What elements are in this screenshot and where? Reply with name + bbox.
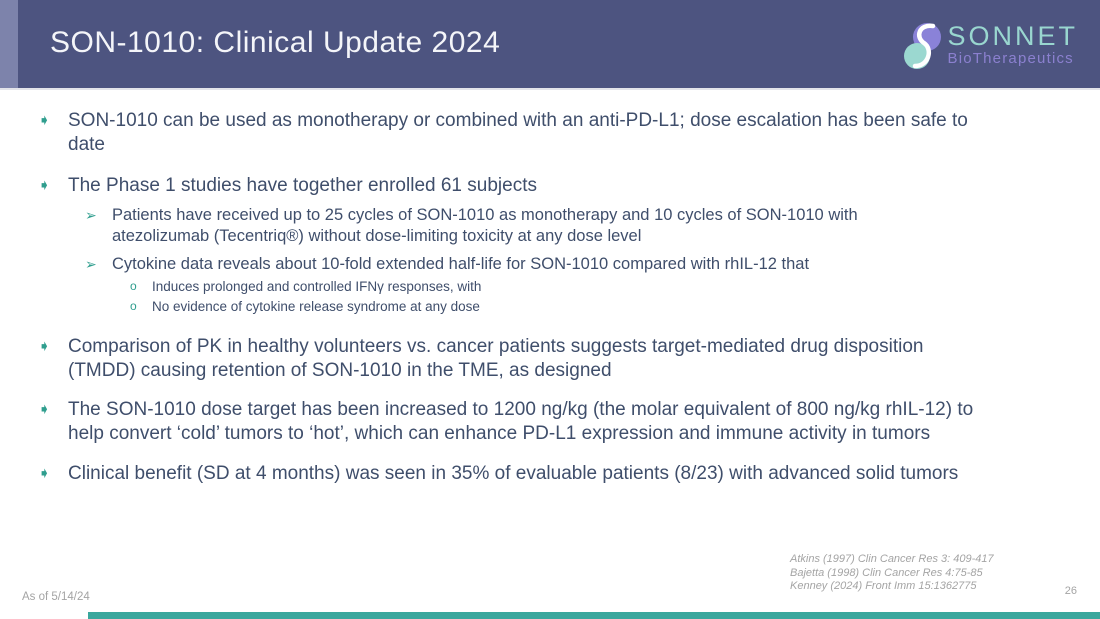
bullet-item: ➧ The SON-1010 dose target has been incr… xyxy=(38,398,1060,446)
chevron-bullet-icon: ➢ xyxy=(85,207,97,223)
arrow-bullet-icon: ➧ xyxy=(38,465,51,482)
bullet-text: No evidence of cytokine release syndrome… xyxy=(152,299,480,314)
bullet-item: ➧ The Phase 1 studies have together enro… xyxy=(38,174,1060,198)
chevron-bullet-icon: ➢ xyxy=(85,256,97,272)
sonnet-logo: SONNET BioTherapeutics xyxy=(903,22,1078,72)
circle-bullet-icon: o xyxy=(130,299,137,313)
header-accent-stripe xyxy=(0,0,18,88)
sub-bullet-item: ➢ Cytokine data reveals about 10-fold ex… xyxy=(85,254,1060,275)
arrow-bullet-icon: ➧ xyxy=(38,338,51,355)
bullet-text: The Phase 1 studies have together enroll… xyxy=(68,175,537,196)
slide-header: SON-1010: Clinical Update 2024 SONNET Bi… xyxy=(0,0,1100,90)
bullet-text: Patients have received up to 25 cycles o… xyxy=(112,206,858,245)
sub-sub-bullet-item: o No evidence of cytokine release syndro… xyxy=(130,297,1060,316)
slide-title: SON-1010: Clinical Update 2024 xyxy=(50,26,501,59)
reference-line: Atkins (1997) Clin Cancer Res 3: 409-417 xyxy=(790,553,994,565)
circle-bullet-icon: o xyxy=(130,279,137,293)
reference-line: Kenney (2024) Front Imm 15:1362775 xyxy=(790,580,977,592)
bullet-text: Induces prolonged and controlled IFNγ re… xyxy=(152,279,482,294)
references: Atkins (1997) Clin Cancer Res 3: 409-417… xyxy=(790,553,994,594)
sub-sub-bullet-item: o Induces prolonged and controlled IFNγ … xyxy=(130,277,1060,296)
bullet-item: ➧ SON-1010 can be used as monotherapy or… xyxy=(38,109,1060,157)
bullet-text: The SON-1010 dose target has been increa… xyxy=(68,399,974,444)
arrow-bullet-icon: ➧ xyxy=(38,401,51,418)
as-of-date: As of 5/14/24 xyxy=(22,591,90,603)
page-number: 26 xyxy=(1064,585,1077,597)
sonnet-logo-icon xyxy=(904,23,942,69)
bullet-text: Cytokine data reveals about 10-fold exte… xyxy=(112,255,810,273)
logo-name: SONNET xyxy=(947,21,1078,51)
slide-body: ➧ SON-1010 can be used as monotherapy or… xyxy=(38,109,1060,486)
bullet-item: ➧ Comparison of PK in healthy volunteers… xyxy=(38,335,1060,383)
bullet-text: SON-1010 can be used as monotherapy or c… xyxy=(68,110,968,155)
arrow-bullet-icon: ➧ xyxy=(38,112,51,129)
reference-line: Bajetta (1998) Clin Cancer Res 4:75-85 xyxy=(790,566,983,579)
bottom-accent-bar xyxy=(88,612,1100,619)
sub-bullet-item: ➢ Patients have received up to 25 cycles… xyxy=(85,205,1060,247)
logo-subname: BioTherapeutics xyxy=(947,50,1074,67)
bullet-item: ➧ Clinical benefit (SD at 4 months) was … xyxy=(38,462,1060,486)
bullet-text: Clinical benefit (SD at 4 months) was se… xyxy=(68,463,959,484)
arrow-bullet-icon: ➧ xyxy=(38,177,51,194)
sonnet-logo-text: SONNET BioTherapeutics xyxy=(947,22,1078,67)
bullet-text: Comparison of PK in healthy volunteers v… xyxy=(68,336,924,381)
